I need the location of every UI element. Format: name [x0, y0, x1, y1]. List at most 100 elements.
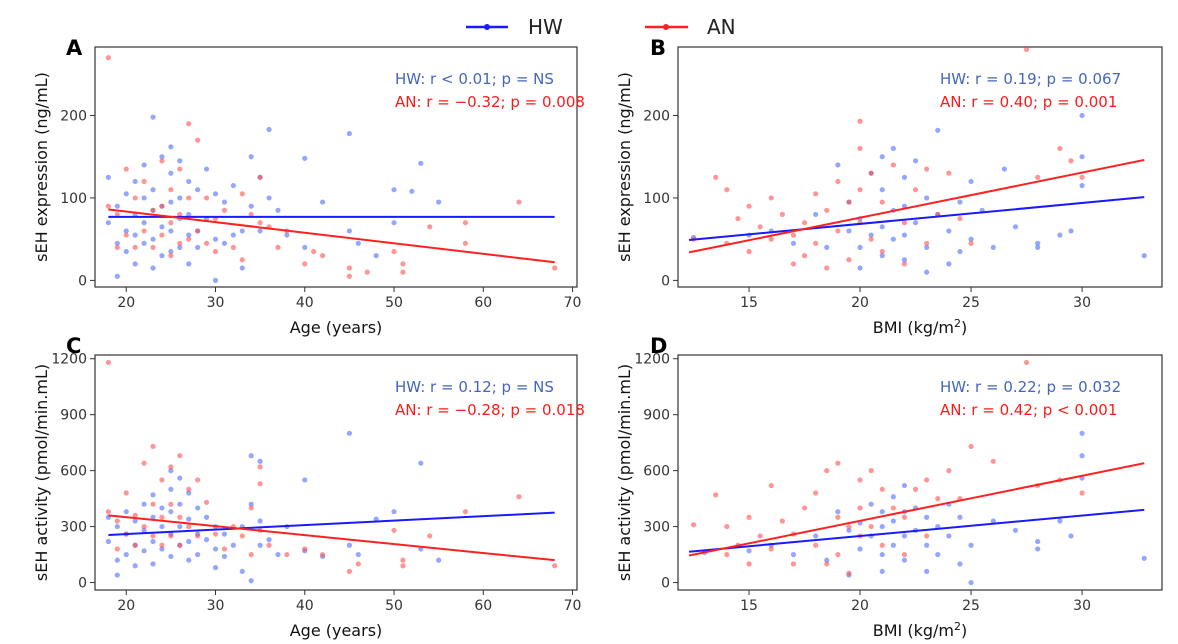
x-tick-label: 25	[962, 598, 980, 614]
data-point-an	[266, 542, 272, 548]
data-point-hw	[968, 236, 974, 242]
x-tick-label: 20	[117, 295, 135, 311]
data-point-hw	[248, 203, 254, 209]
data-point-hw	[114, 572, 120, 578]
data-point-hw	[195, 244, 201, 251]
data-point-hw	[132, 178, 138, 185]
data-point-an	[801, 220, 808, 226]
data-point-hw	[835, 162, 841, 168]
data-point-hw	[159, 505, 165, 511]
data-point-hw	[186, 490, 192, 496]
data-point-hw	[203, 514, 210, 520]
data-point-an	[248, 211, 254, 218]
data-point-an	[132, 512, 138, 518]
data-point-hw	[239, 228, 245, 234]
annotation-an: AN: r = 0.42; p < 0.001	[940, 401, 1117, 419]
annotation-hw: HW: r = 0.12; p = NS	[395, 378, 554, 396]
data-point-an	[302, 261, 308, 267]
data-point-an	[835, 460, 841, 466]
data-point-an	[427, 533, 433, 539]
data-point-hw	[141, 195, 147, 201]
data-point-hw	[168, 486, 174, 492]
data-point-an	[835, 514, 841, 520]
data-point-an	[400, 269, 406, 275]
data-point-an	[186, 236, 192, 242]
data-point-hw	[248, 453, 254, 459]
data-point-hw	[1035, 240, 1041, 246]
data-point-an	[868, 170, 874, 176]
x-tick-label: 15	[740, 598, 758, 614]
x-tick-label: 40	[296, 295, 314, 311]
data-point-an	[177, 453, 183, 459]
data-point-hw	[177, 195, 183, 201]
data-point-an	[835, 551, 841, 558]
trend-line-an	[108, 208, 555, 264]
data-point-hw	[1057, 232, 1063, 238]
data-point-hw	[159, 154, 165, 160]
data-point-an	[790, 561, 797, 567]
data-point-hw	[141, 220, 147, 226]
data-point-an	[813, 490, 819, 496]
data-point-hw	[266, 126, 272, 133]
data-point-an	[552, 563, 558, 569]
data-point-an	[713, 492, 719, 498]
data-point-hw	[159, 523, 165, 530]
series-hw	[105, 114, 442, 284]
legend-item-an: AN	[645, 15, 736, 39]
data-point-hw	[924, 542, 930, 548]
data-point-hw	[857, 265, 863, 271]
data-point-hw	[890, 542, 896, 548]
data-point-an	[132, 542, 138, 548]
data-point-an	[400, 563, 406, 569]
data-point-hw	[248, 501, 254, 507]
data-point-an	[879, 486, 885, 492]
data-point-hw	[248, 578, 254, 584]
data-point-an	[912, 187, 919, 193]
data-point-hw	[212, 565, 219, 571]
data-point-an	[311, 248, 317, 255]
data-point-hw	[141, 162, 147, 168]
data-point-an	[846, 570, 852, 576]
x-axis-label: Age (years)	[290, 318, 383, 337]
panel-a: A 20 30 40 50 60 70 0 100 200 Age (years) sEH expre…	[32, 36, 585, 337]
data-point-hw	[114, 240, 120, 246]
trend-line-hw	[689, 508, 1145, 553]
data-point-an	[790, 261, 797, 267]
data-point-an	[400, 557, 406, 563]
data-point-hw	[1035, 538, 1041, 545]
data-point-hw	[790, 240, 797, 246]
data-point-an	[462, 509, 469, 515]
plot-frame	[677, 46, 1163, 288]
y-tick-label: 300	[643, 520, 670, 536]
data-point-hw	[105, 174, 111, 180]
y-tick-label: 1200	[634, 352, 670, 368]
y-tick-label: 300	[60, 520, 87, 536]
data-point-hw	[186, 516, 192, 522]
data-point-an	[890, 162, 896, 168]
data-point-hw	[857, 546, 863, 552]
annotation-hw: HW: r = 0.19; p = 0.067	[940, 70, 1121, 88]
data-point-an	[114, 518, 120, 524]
data-point-an	[552, 265, 558, 271]
data-point-an	[203, 195, 210, 201]
data-point-hw	[123, 509, 129, 515]
data-point-an	[150, 207, 156, 213]
data-point-hw	[221, 531, 228, 537]
data-point-hw	[275, 551, 281, 558]
data-point-an	[516, 199, 522, 205]
data-point-an	[768, 236, 774, 242]
data-point-an	[890, 505, 896, 511]
x-tick-label: 20	[851, 295, 869, 311]
data-point-hw	[186, 232, 192, 238]
data-point-an	[346, 273, 352, 279]
data-point-an	[105, 359, 111, 366]
trend-line-hw	[689, 196, 1145, 241]
data-point-hw	[159, 253, 165, 259]
data-point-hw	[123, 228, 129, 234]
x-tick-label: 50	[385, 598, 403, 614]
data-point-hw	[879, 551, 885, 558]
data-point-hw	[168, 468, 174, 474]
data-point-an	[746, 248, 752, 255]
data-point-an	[724, 187, 730, 193]
data-point-hw	[373, 253, 379, 259]
